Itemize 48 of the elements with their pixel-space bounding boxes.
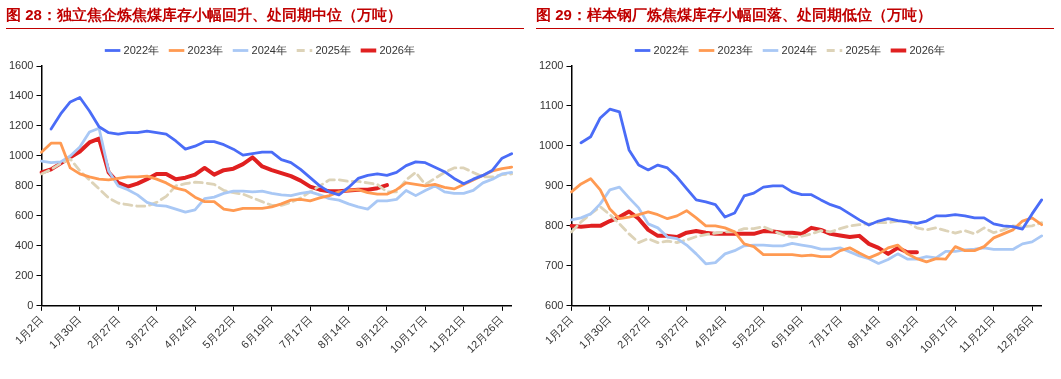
x-tick-label: 5月22日 [729, 313, 767, 351]
x-tick-label: 7月17日 [276, 313, 314, 351]
y-tick-label: 1200 [538, 59, 564, 72]
x-tick-label: 1月2日 [542, 313, 576, 347]
x-tick-label: 1月30日 [576, 313, 614, 351]
y-tick-label: 900 [545, 178, 564, 191]
legend-label: 2024年 [781, 43, 817, 56]
y-tick-label: 1400 [8, 89, 34, 102]
x-tick-label: 1月30日 [46, 313, 84, 351]
x-tick-label: 1月2日 [12, 313, 46, 347]
x-tick-label: 2月27日 [614, 313, 652, 351]
legend-label: 2023年 [717, 43, 754, 56]
x-tick-label: 5月22日 [199, 313, 237, 351]
legend-label: 2026年 [379, 43, 415, 56]
y-tick-label: 400 [15, 238, 34, 251]
y-tick-label: 700 [545, 258, 564, 271]
y-tick-label: 800 [545, 218, 564, 231]
line-series [570, 205, 1044, 245]
legend-label: 2023年 [187, 43, 224, 56]
y-tick-label: 1100 [539, 99, 564, 111]
legend-label: 2025年 [845, 43, 881, 56]
y-tick-label: 800 [15, 178, 34, 191]
legend-label: 2026年 [909, 43, 945, 56]
x-tick-label: 4月24日 [691, 313, 729, 351]
y-tick-label: 1600 [8, 59, 34, 72]
legend-label: 2022年 [123, 43, 160, 56]
chart-title: 图 29：样本钢厂炼焦煤库存小幅回落、处同期低位（万吨） [536, 4, 1054, 29]
x-tick-label: 8月14日 [315, 313, 353, 351]
legend-label: 2022年 [653, 43, 690, 56]
y-tick-label: 1000 [8, 148, 34, 161]
y-tick-label: 600 [15, 208, 34, 221]
x-tick-label: 3月27日 [123, 313, 161, 351]
legend-label: 2025年 [315, 43, 351, 56]
line-series [40, 157, 514, 208]
x-tick-label: 2月27日 [84, 313, 122, 351]
legend-label: 2024年 [251, 43, 287, 56]
y-tick-label: 1000 [538, 138, 564, 151]
x-tick-label: 7月17日 [806, 313, 844, 351]
x-tick-label: 4月24日 [161, 313, 199, 351]
x-tick-label: 6月19日 [768, 313, 806, 351]
chart-title: 图 28：独立焦企炼焦煤库存小幅回升、处同期中位（万吨） [6, 4, 524, 29]
x-tick-label: 6月19日 [238, 313, 276, 351]
x-tick-label: 8月14日 [845, 313, 883, 351]
y-tick-label: 0 [27, 298, 34, 311]
y-tick-label: 600 [545, 298, 564, 311]
y-tick-label: 1200 [8, 118, 34, 131]
y-tick-label: 200 [15, 268, 34, 281]
x-tick-label: 3月27日 [653, 313, 691, 351]
